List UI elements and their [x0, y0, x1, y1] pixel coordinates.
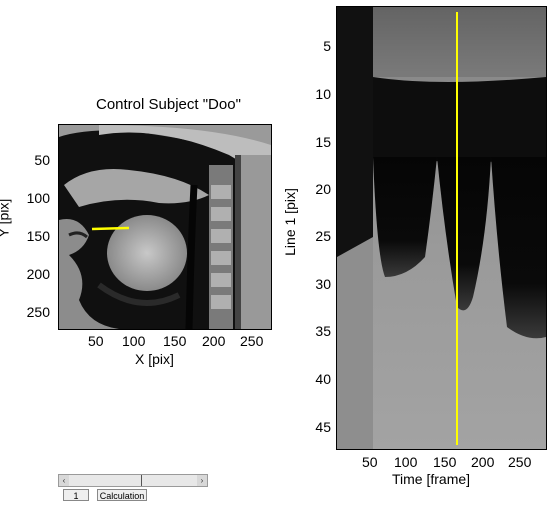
left-x-axis-label: X [pix]	[135, 351, 174, 367]
calculation-button[interactable]: Calculation	[97, 489, 147, 501]
right-y-tick: 5	[323, 38, 331, 54]
left-x-tick: 50	[88, 333, 104, 349]
right-x-tick: 200	[471, 454, 495, 470]
mri-image	[58, 124, 272, 330]
frame-number-field[interactable]: 1	[63, 489, 89, 501]
measurement-line[interactable]	[91, 226, 130, 231]
right-y-tick: 25	[315, 228, 331, 244]
right-x-tick: 50	[362, 454, 378, 470]
right-y-tick: 45	[315, 419, 331, 435]
scroll-thumb[interactable]	[141, 475, 142, 486]
right-y-axis-label: Line 1 [pix]	[281, 188, 298, 256]
left-x-tick: 250	[240, 333, 264, 349]
right-x-axis-label: Time [frame]	[392, 471, 471, 487]
right-x-tick: 100	[394, 454, 418, 470]
right-x-tick: 150	[433, 454, 457, 470]
kymograph-image	[336, 6, 547, 450]
scroll-left-arrow-icon[interactable]: ‹	[59, 475, 69, 486]
right-y-tick: 20	[315, 181, 331, 197]
frame-scrollbar[interactable]: ‹ ›	[58, 474, 208, 487]
left-y-tick: 50	[34, 152, 50, 168]
left-y-tick: 200	[26, 266, 50, 282]
left-y-tick: 100	[26, 190, 50, 206]
scroll-right-arrow-icon[interactable]: ›	[197, 475, 207, 486]
left-y-axis-label: Y [pix]	[0, 198, 12, 238]
left-y-tick: 250	[26, 304, 50, 320]
right-y-tick: 40	[315, 371, 331, 387]
left-x-tick: 100	[122, 333, 146, 349]
right-y-tick: 35	[315, 323, 331, 339]
left-x-tick: 150	[163, 333, 187, 349]
left-y-tick: 150	[26, 228, 50, 244]
left-x-tick: 200	[202, 333, 226, 349]
right-y-tick: 30	[315, 276, 331, 292]
left-plot-title: Control Subject "Doo"	[96, 96, 241, 113]
right-x-tick: 250	[508, 454, 532, 470]
right-y-tick: 10	[315, 86, 331, 102]
right-y-tick: 15	[315, 134, 331, 150]
